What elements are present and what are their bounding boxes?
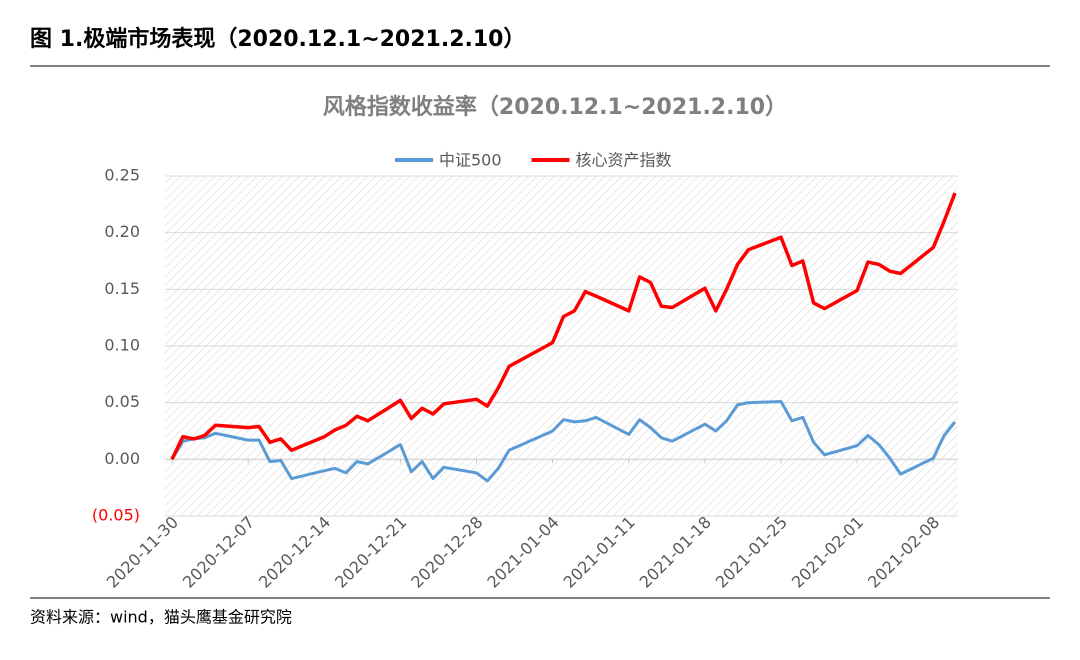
y-tick-label: 0.25	[104, 166, 140, 185]
x-tick-label: 2021-01-25	[712, 513, 791, 592]
y-tick-label: 0.10	[104, 336, 140, 355]
source-note: 资料来源：wind，猫头鹰基金研究院	[30, 608, 292, 627]
legend-label: 中证500	[439, 151, 502, 170]
x-tick-label: 2021-02-01	[788, 513, 867, 592]
y-tick-label: (0.05)	[92, 506, 140, 525]
x-tick-label: 2021-01-18	[636, 513, 715, 592]
x-tick-label: 2020-12-21	[331, 513, 410, 592]
series-line	[170, 400, 957, 483]
x-tick-label: 2021-01-11	[560, 513, 639, 592]
x-tick-label: 2020-12-14	[255, 513, 334, 592]
series-line	[170, 192, 957, 461]
y-tick-label: 0.20	[104, 222, 140, 241]
y-tick-label: 0.00	[104, 449, 140, 468]
x-tick-label: 2020-12-28	[407, 513, 486, 592]
y-tick-label: 0.15	[104, 279, 140, 298]
chart-title: 风格指数收益率（2020.12.1~2021.2.10）	[323, 94, 787, 120]
x-tick-label: 2021-01-04	[483, 513, 562, 592]
x-tick-label: 2020-12-07	[179, 513, 258, 592]
header-title: 图 1.极端市场表现（2020.12.1~2021.2.10）	[30, 26, 526, 52]
x-tick-label: 2021-02-08	[864, 513, 943, 592]
legend-label: 核心资产指数	[576, 151, 672, 170]
y-tick-label: 0.05	[104, 392, 140, 411]
